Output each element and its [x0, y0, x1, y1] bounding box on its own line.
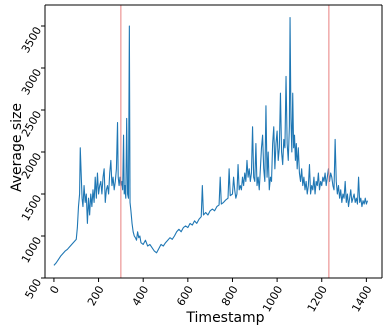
y-tick-label: 3000 [19, 67, 44, 98]
y-axis-label: Average size [9, 103, 25, 192]
x-tick-label: 200 [85, 284, 107, 309]
x-tick-label: 1200 [305, 284, 330, 315]
x-tick-label: 400 [130, 284, 152, 309]
series-line [53, 17, 369, 266]
x-tick-label: 0 [47, 284, 62, 297]
x-tick-label: 600 [174, 284, 196, 309]
y-tick-label: 500 [22, 277, 44, 302]
y-tick-label: 1500 [19, 193, 44, 224]
x-tick-label: 800 [219, 284, 241, 309]
y-tick-label: 3500 [19, 25, 44, 56]
y-tick-label: 1000 [19, 235, 44, 266]
x-axis-label: Timestamp [185, 310, 264, 326]
x-tick-label: 1400 [349, 284, 374, 315]
